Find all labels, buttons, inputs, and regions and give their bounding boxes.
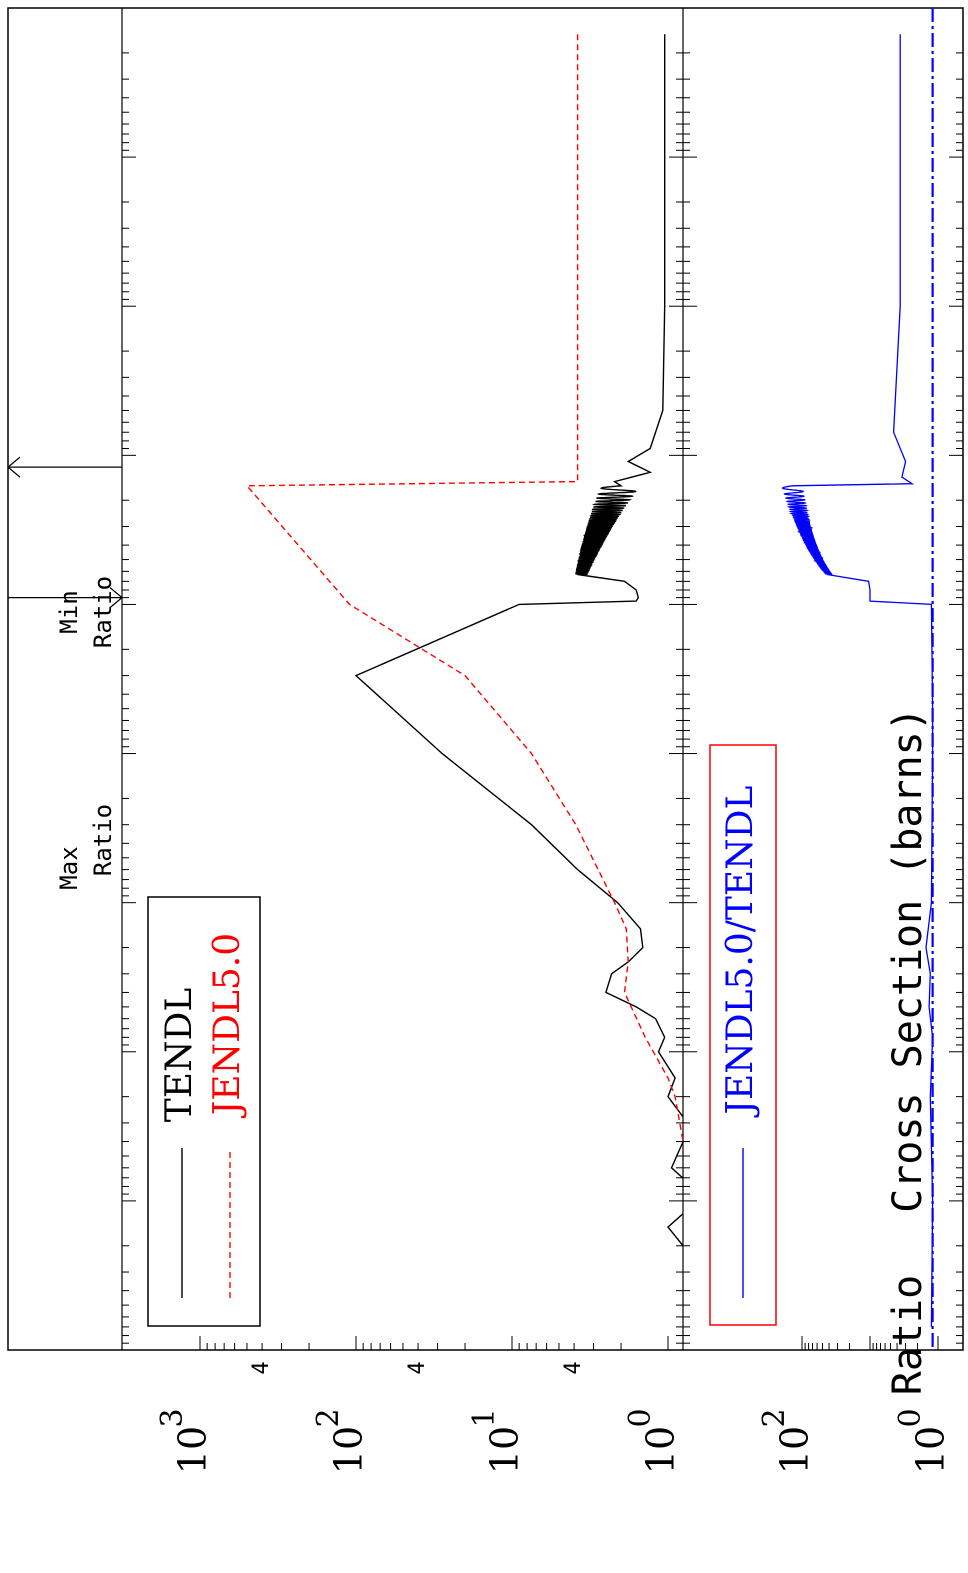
- legend-jendl-label: JENDL5.0: [207, 933, 248, 1119]
- annotation-min: Min: [55, 590, 83, 633]
- bottom-ytick-1-exponent: 2: [757, 1408, 792, 1427]
- annotation-min-ratio: Ratio: [89, 576, 117, 648]
- top-plot-area: [245, 34, 683, 1247]
- outer-frame: [7, 7, 964, 1351]
- series-tendl-line: [354, 34, 683, 1247]
- top-minor-label-0: 4: [561, 1361, 586, 1374]
- top-minor-label-2: 4: [249, 1361, 274, 1374]
- legend-ratio-label: JENDL5.0/TENDL: [720, 785, 761, 1118]
- top-ytick-3-exponent: 3: [155, 1408, 190, 1427]
- min-ratio-arrowhead: [109, 587, 123, 609]
- annotation-max: Max: [55, 846, 83, 889]
- top-ytick-3-base: 10: [171, 1426, 215, 1474]
- top-ytick-1-exponent: 1: [467, 1408, 502, 1427]
- max-ratio-arrowhead: [7, 456, 21, 478]
- cross-section-axis-title: Cross Section (barns): [885, 707, 931, 1213]
- legend-box: [147, 896, 261, 1327]
- ratio-axis-title: Ratio: [885, 1275, 931, 1395]
- bottom-ytick-1-base: 10: [773, 1426, 817, 1474]
- series-jendl-line: [245, 34, 683, 1142]
- bottom-ytick-0-base: 10: [909, 1426, 953, 1474]
- top-ytick-0-exponent: 0: [623, 1408, 658, 1427]
- ratio-panel: [683, 7, 963, 1351]
- top-ytick-0-base: 10: [639, 1426, 683, 1474]
- cross-section-panel: [7, 7, 964, 1351]
- top-ytick-2-base: 10: [327, 1426, 371, 1474]
- top-ytick-1-base: 10: [483, 1426, 527, 1474]
- top-minor-label-1: 4: [405, 1361, 430, 1374]
- series-ratio-line: [781, 34, 934, 1327]
- top-ytick-2-exponent: 2: [311, 1408, 346, 1427]
- annotation-max-ratio: Ratio: [89, 804, 117, 876]
- legend-tendl-label: TENDL: [159, 988, 200, 1123]
- bottom-ytick-0-exponent: 0: [893, 1408, 928, 1427]
- bottom-plot-area: [781, 8, 934, 1350]
